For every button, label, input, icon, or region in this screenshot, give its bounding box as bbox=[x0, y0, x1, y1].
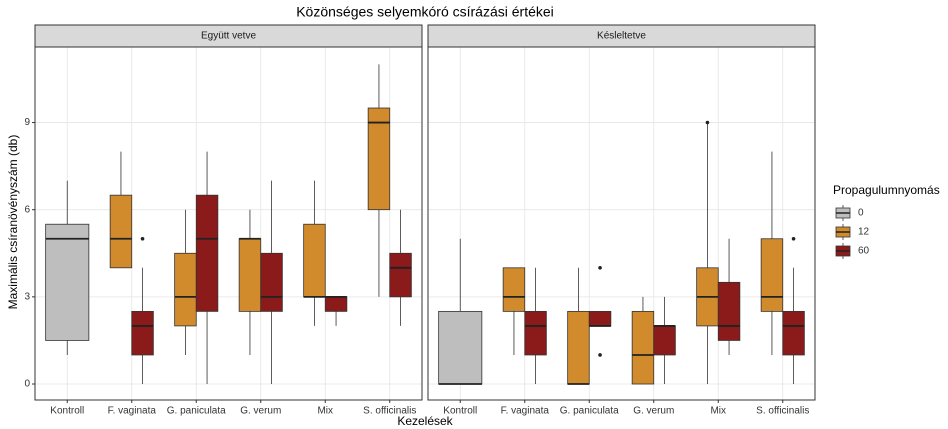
legend-label: 60 bbox=[858, 246, 870, 257]
x-tick-label: Kontroll bbox=[443, 406, 477, 417]
y-tick-label: 0 bbox=[24, 379, 30, 390]
x-tick-label: G. verum bbox=[240, 406, 281, 417]
strip bbox=[427, 24, 816, 48]
box bbox=[109, 194, 133, 269]
outlier bbox=[598, 266, 602, 270]
box bbox=[303, 223, 326, 298]
box bbox=[324, 296, 348, 312]
y-axis-title: Maximális csíranövényszám (db) bbox=[6, 135, 20, 310]
x-tick-label: G. verum bbox=[633, 406, 674, 417]
y-tick-label: 3 bbox=[24, 292, 30, 303]
box bbox=[174, 252, 197, 327]
box bbox=[260, 252, 283, 312]
box bbox=[389, 252, 412, 298]
outlier bbox=[140, 236, 145, 241]
box bbox=[438, 310, 483, 385]
box bbox=[588, 310, 612, 327]
outlier bbox=[791, 236, 796, 241]
strip-label: Késleltetve bbox=[597, 31, 646, 42]
x-tick-label: S. officinalis bbox=[363, 406, 416, 417]
box bbox=[524, 310, 547, 356]
box bbox=[131, 310, 154, 356]
panel-background bbox=[35, 47, 422, 400]
y-tick-label: 9 bbox=[24, 117, 30, 128]
box bbox=[45, 223, 90, 341]
x-tick-label: Kontroll bbox=[50, 406, 84, 417]
outlier bbox=[705, 120, 710, 125]
legend-title: Propagulumnyomás bbox=[833, 183, 940, 197]
box bbox=[631, 310, 655, 385]
strip-label: Együtt vetve bbox=[201, 31, 256, 42]
strip bbox=[34, 24, 423, 48]
legend-label: 12 bbox=[858, 227, 870, 238]
box bbox=[653, 325, 676, 356]
box bbox=[238, 238, 262, 312]
x-tick-label: Mix bbox=[317, 406, 333, 417]
box bbox=[567, 310, 590, 385]
x-tick-label: Mix bbox=[710, 406, 726, 417]
x-tick-label: S. officinalis bbox=[756, 406, 809, 417]
x-tick-label: G. paniculata bbox=[167, 406, 226, 417]
x-axis-title: Kezelések bbox=[397, 414, 453, 428]
x-tick-label: G. paniculata bbox=[560, 406, 619, 417]
box bbox=[502, 267, 526, 312]
y-tick-label: 6 bbox=[24, 204, 30, 215]
box bbox=[760, 238, 784, 312]
legend-label: 0 bbox=[858, 208, 864, 219]
x-tick-label: F. vaginata bbox=[501, 406, 550, 417]
panel-background bbox=[428, 47, 815, 400]
outlier bbox=[598, 353, 602, 357]
box bbox=[717, 281, 741, 341]
box bbox=[782, 310, 805, 356]
box bbox=[367, 107, 391, 211]
chart-title: Közönséges selyemkóró csírázási értékei bbox=[296, 4, 554, 20]
box bbox=[195, 194, 219, 312]
x-tick-label: F. vaginata bbox=[108, 406, 157, 417]
